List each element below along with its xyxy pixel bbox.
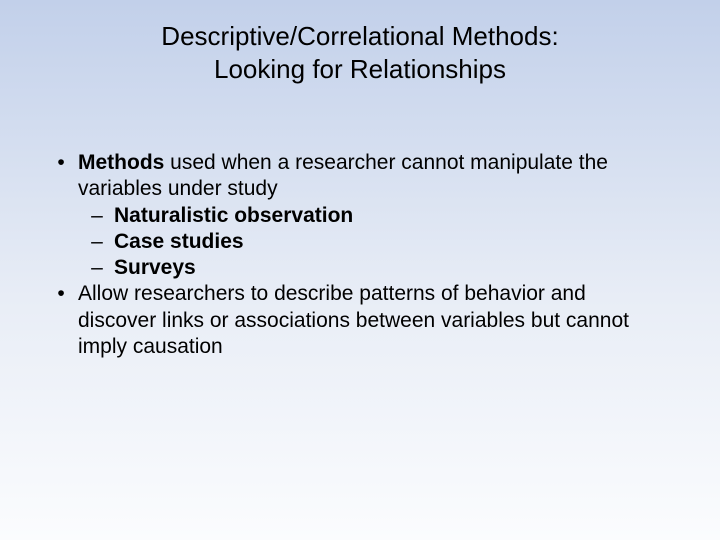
bullet-item: • Methods used when a researcher cannot …: [54, 150, 666, 203]
slide-body: • Methods used when a researcher cannot …: [54, 150, 666, 360]
bullet-marker-icon: •: [54, 150, 68, 176]
slide-title: Descriptive/Correlational Methods: Looki…: [0, 0, 720, 85]
bullet-text: Methods used when a researcher cannot ma…: [78, 150, 666, 203]
title-line-2: Looking for Relationships: [0, 53, 720, 86]
dash-marker-icon: –: [90, 203, 104, 229]
sub-bullet-text: Naturalistic observation: [114, 203, 353, 229]
dash-marker-icon: –: [90, 229, 104, 255]
sub-bullet-text: Surveys: [114, 255, 196, 281]
title-line-1: Descriptive/Correlational Methods:: [0, 20, 720, 53]
sub-bullet-item: – Case studies: [90, 229, 666, 255]
bullet-marker-icon: •: [54, 281, 68, 307]
sub-bullet-text: Case studies: [114, 229, 244, 255]
text-segment: Methods: [78, 151, 164, 174]
dash-marker-icon: –: [90, 255, 104, 281]
bullet-text: Allow researchers to describe patterns o…: [78, 281, 666, 360]
sub-bullet-item: – Surveys: [90, 255, 666, 281]
slide: Descriptive/Correlational Methods: Looki…: [0, 0, 720, 540]
sub-bullet-item: – Naturalistic observation: [90, 203, 666, 229]
text-segment: Allow researchers to describe patterns o…: [78, 282, 629, 358]
bullet-item: • Allow researchers to describe patterns…: [54, 281, 666, 360]
